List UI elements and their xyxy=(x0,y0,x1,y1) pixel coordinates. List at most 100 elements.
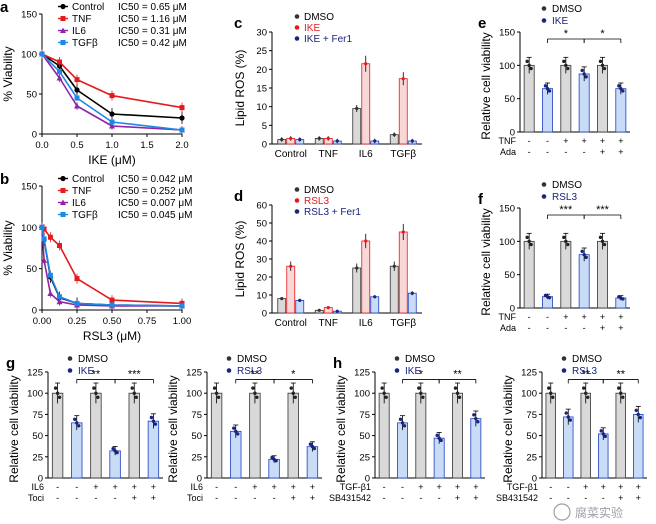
data-point xyxy=(39,224,45,230)
data-point xyxy=(621,89,625,93)
data-point xyxy=(634,408,638,413)
data-point xyxy=(253,391,257,395)
bar xyxy=(615,392,626,479)
y-tick-label: 50 xyxy=(26,90,37,101)
y-tick-label: 0 xyxy=(32,306,37,317)
data-point xyxy=(94,391,98,395)
data-point xyxy=(39,51,45,57)
significance-label: ** xyxy=(453,368,462,380)
bar xyxy=(433,437,445,479)
row-mark: - xyxy=(419,493,422,503)
x-group-label: Control xyxy=(275,318,307,329)
x-tick-label: 0.50 xyxy=(103,316,122,327)
data-point xyxy=(151,419,156,423)
legend-marker xyxy=(561,356,567,361)
y-tick-label: 0 xyxy=(510,304,515,315)
data-point xyxy=(602,66,607,71)
legend-label: DMSO xyxy=(304,12,334,23)
legend-label: TGFβ xyxy=(72,38,98,49)
data-point xyxy=(638,415,642,420)
row-label: TNF xyxy=(499,312,517,322)
data-point xyxy=(280,137,284,142)
significance-label: * xyxy=(291,368,296,380)
panel-f: f 0 50 100 150 Relative cell viability *** *** D… xyxy=(478,180,630,333)
data-point xyxy=(280,297,284,301)
row-mark: - xyxy=(273,493,276,503)
y-axis-title: Relative cell viability xyxy=(7,375,21,482)
legend-label: IL6 xyxy=(72,198,86,209)
data-point xyxy=(326,136,330,140)
y-tick-label: 0 xyxy=(262,140,267,151)
data-point xyxy=(400,421,405,425)
series-line xyxy=(41,226,183,305)
y-tick-label: 25 xyxy=(32,452,43,463)
data-point xyxy=(60,16,66,21)
y-tick-label: 150 xyxy=(499,28,515,39)
data-point xyxy=(308,442,313,446)
legend-label: IKE xyxy=(405,366,421,377)
watermark: 腐菜实验 xyxy=(553,503,623,521)
data-point xyxy=(453,386,458,390)
y-tick-label: 25 xyxy=(526,452,537,463)
data-point xyxy=(57,395,62,399)
data-point xyxy=(564,239,568,244)
y-tick-label: 75 xyxy=(359,410,370,421)
row-mark: + xyxy=(437,482,442,492)
legend-label: IKE xyxy=(78,366,94,377)
bar xyxy=(407,292,417,314)
data-point xyxy=(603,434,607,439)
bar xyxy=(90,392,102,479)
row-mark: - xyxy=(567,493,570,503)
bar xyxy=(597,240,608,309)
y-axis-title: % Viability xyxy=(1,220,15,275)
bar xyxy=(545,392,556,479)
x-axis-title: RSL3 (μM) xyxy=(83,329,141,343)
watermark-icon xyxy=(553,503,571,521)
row-mark: + xyxy=(636,493,641,503)
row-label: Ada xyxy=(500,147,516,157)
row-mark: - xyxy=(564,147,567,157)
bar xyxy=(361,240,371,314)
data-point xyxy=(132,391,136,395)
legend-ic50: IC50 = 0.65 μM xyxy=(118,2,187,13)
row-mark: - xyxy=(215,493,218,503)
row-mark: - xyxy=(383,493,386,503)
legend-label: RSL3 xyxy=(572,366,597,377)
x-tick-label: 1.00 xyxy=(173,316,192,327)
data-point xyxy=(74,95,80,101)
data-point xyxy=(289,264,293,268)
row-mark: + xyxy=(618,493,623,503)
data-point xyxy=(439,438,443,443)
row-mark: - xyxy=(75,493,78,503)
legend-label: IKE + Fer1 xyxy=(304,34,353,45)
data-point xyxy=(584,255,588,260)
x-tick-label: 0.0 xyxy=(35,140,48,151)
legend-label: DMSO xyxy=(552,180,582,191)
y-tick-label: 50 xyxy=(359,431,370,442)
data-point xyxy=(392,133,396,137)
row-mark: - xyxy=(546,323,549,333)
data-point xyxy=(580,249,584,254)
bar xyxy=(249,392,261,479)
row-mark: - xyxy=(546,312,549,322)
row-mark: - xyxy=(401,482,404,492)
data-point xyxy=(364,239,368,243)
y-tick-label: 150 xyxy=(21,10,37,21)
bar xyxy=(210,392,223,479)
row-label: Ada xyxy=(500,323,516,333)
data-point xyxy=(96,395,100,399)
x-tick-label: 0.5 xyxy=(70,140,83,151)
legend-label: Control xyxy=(72,2,104,13)
bar xyxy=(287,392,299,479)
y-tick-label: 10 xyxy=(256,102,267,113)
panel-h-right: 0 25 50 75 100 125 Relative cell viability ** **… xyxy=(496,354,647,503)
data-point xyxy=(547,89,552,93)
y-tick-label: 15 xyxy=(256,84,267,95)
legend-label: TNF xyxy=(72,14,91,25)
data-point xyxy=(109,123,115,129)
y-tick-label: 20 xyxy=(256,65,267,76)
y-axis-title: Relative cell viability xyxy=(479,32,493,139)
data-point xyxy=(364,62,368,66)
legend-label: RSL3 xyxy=(237,366,262,377)
